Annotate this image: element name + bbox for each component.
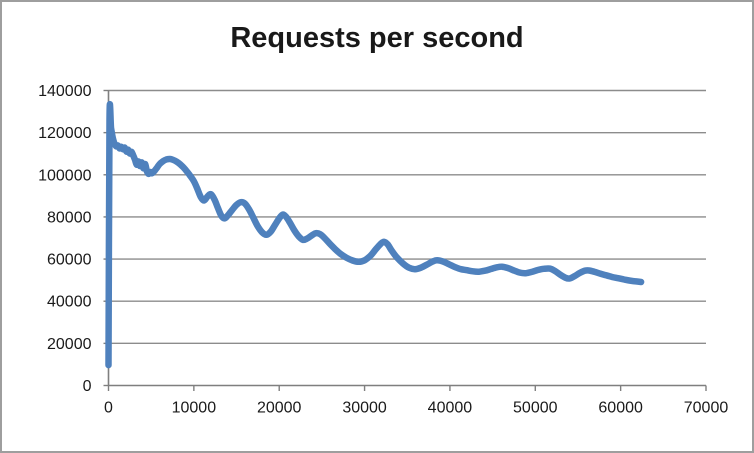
x-tick-label: 10000: [172, 400, 217, 417]
y-tick-label: 60000: [47, 252, 92, 269]
x-tick-label: 0: [104, 400, 113, 417]
x-tick-label: 20000: [257, 400, 302, 417]
y-tick-label: 120000: [38, 125, 91, 142]
chart-title: Requests per second: [230, 22, 524, 54]
x-tick-label: 30000: [342, 400, 387, 417]
x-tick-label: 60000: [598, 400, 643, 417]
y-tick-label: 100000: [38, 167, 91, 184]
series-line-requests-per-second: [105, 100, 645, 369]
y-tick-label: 140000: [38, 83, 91, 100]
x-tick-label: 50000: [513, 400, 558, 417]
y-tick-label: 80000: [47, 209, 92, 226]
y-tick-label: 0: [83, 378, 92, 395]
y-tick-label: 40000: [47, 294, 92, 311]
y-tick-label: 20000: [47, 336, 92, 353]
x-tick-label: 70000: [684, 400, 729, 417]
x-tick-label: 40000: [428, 400, 473, 417]
